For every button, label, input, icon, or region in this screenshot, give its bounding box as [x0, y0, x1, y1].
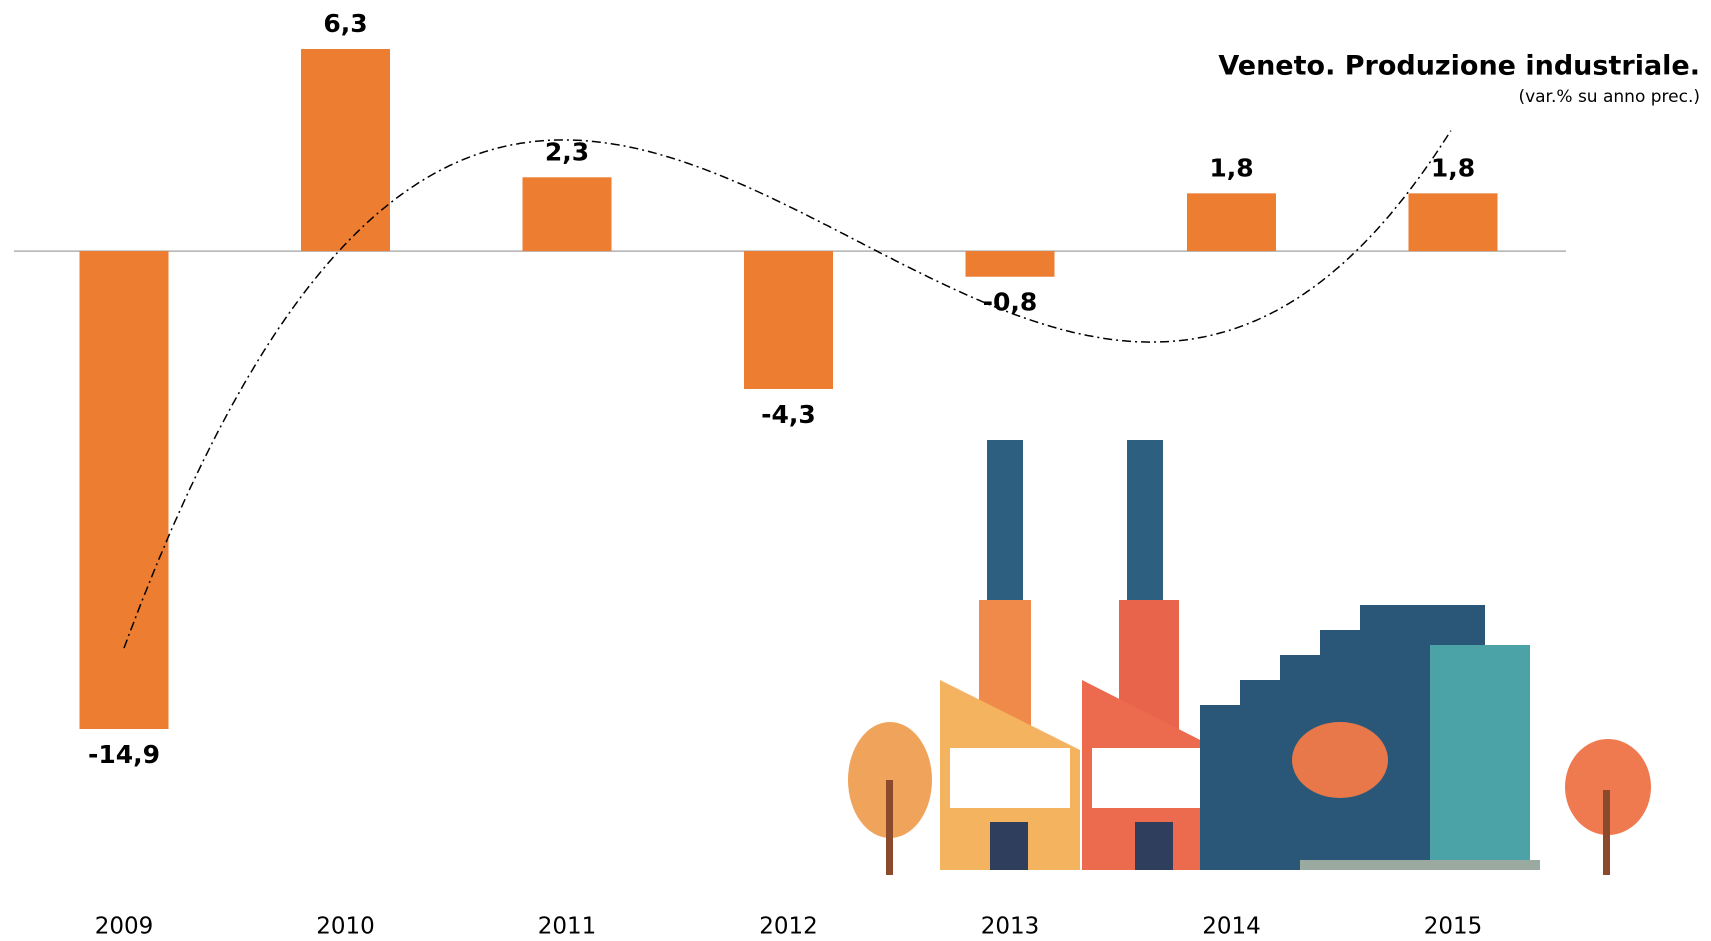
x-tick-label: 2013	[981, 914, 1040, 940]
x-tick-label: 2009	[95, 914, 154, 940]
value-label: 1,8	[1431, 153, 1475, 182]
bar	[1187, 193, 1276, 252]
x-tick-label: 2012	[759, 914, 818, 940]
chart-title: Veneto. Produzione industriale.	[1218, 51, 1700, 82]
value-label: -4,3	[761, 400, 816, 429]
bar	[522, 177, 612, 252]
bar	[79, 251, 169, 729]
value-label: -14,9	[88, 740, 160, 769]
value-label: 6,3	[323, 9, 367, 38]
factory-illustration	[848, 440, 1651, 875]
x-tick-label: 2014	[1202, 914, 1261, 940]
chart-subtitle: (var.% su anno prec.)	[1518, 87, 1700, 107]
value-label: -0,8	[983, 288, 1038, 317]
bar	[301, 49, 390, 252]
x-tick-label: 2015	[1424, 914, 1483, 940]
value-label: 1,8	[1209, 153, 1253, 182]
x-tick-label: 2011	[538, 914, 597, 940]
value-label: 2,3	[545, 137, 589, 166]
bar	[744, 251, 833, 389]
trendline	[123, 130, 1452, 649]
bar	[965, 251, 1055, 277]
x-tick-label: 2010	[316, 914, 375, 940]
bar	[1408, 193, 1498, 252]
